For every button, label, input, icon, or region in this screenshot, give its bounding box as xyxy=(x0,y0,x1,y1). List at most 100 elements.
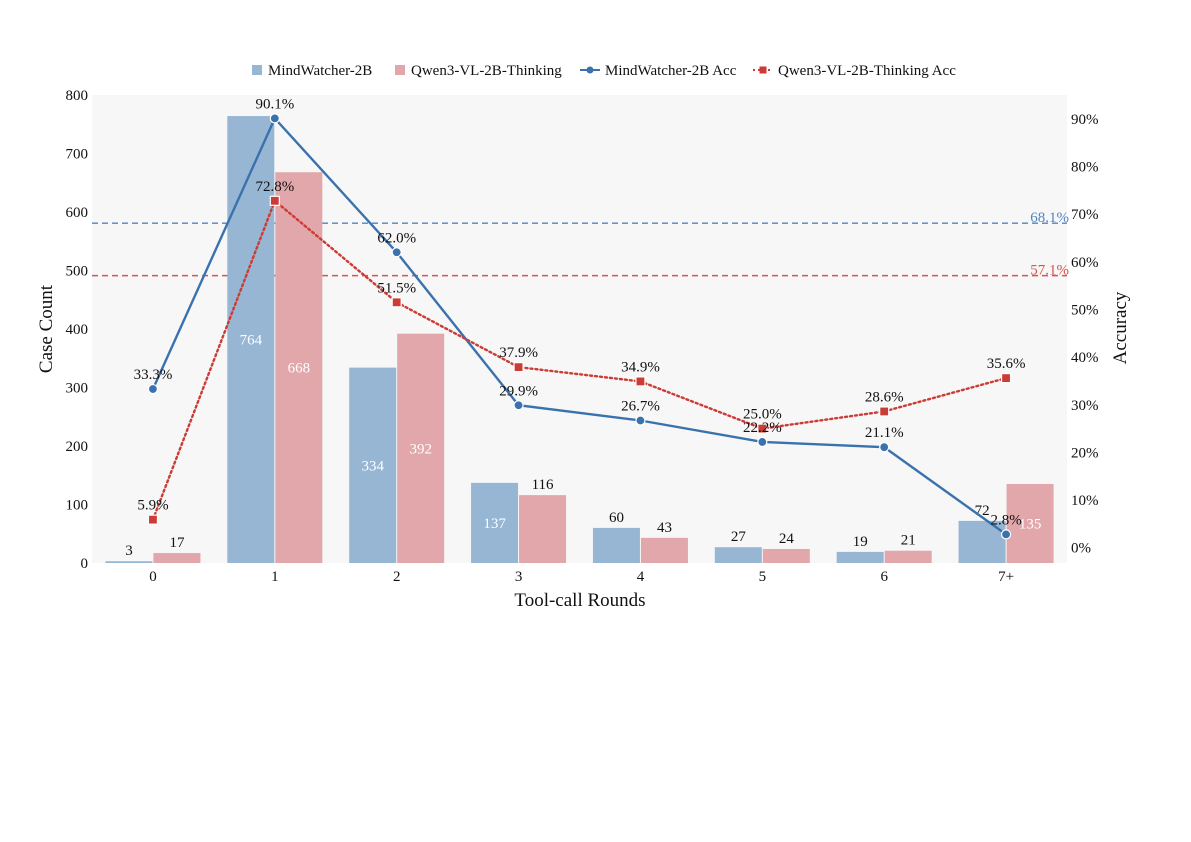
bar-mindwatcher-2 xyxy=(349,367,397,563)
qwen-accuracy-point-2 xyxy=(391,297,402,308)
x-tick-0: 0 xyxy=(149,569,157,585)
bar-qwen-3 xyxy=(519,495,567,563)
left-tick-8: 800 xyxy=(66,88,89,104)
bar-label-mindwatcher-0: 3 xyxy=(125,543,133,559)
bar-label-qwen-3: 116 xyxy=(532,477,554,493)
x-tick-4: 4 xyxy=(637,569,645,585)
bar-label-qwen-2: 392 xyxy=(409,441,432,457)
qwen-accuracy-line xyxy=(151,198,1008,521)
left-tick-7: 700 xyxy=(66,147,89,163)
qwen-accuracy-label-6: 28.6% xyxy=(865,389,904,405)
qwen-accuracy-label-0: 5.9% xyxy=(137,498,168,514)
bar-qwen-4 xyxy=(640,537,688,563)
right-y-axis: 0% 10% 20% 30% 40% 50% 60% 70% 80% 90% xyxy=(1071,112,1099,557)
bar-label-mindwatcher-1: 764 xyxy=(240,333,263,349)
qwen-accuracy-point-7 xyxy=(1000,372,1012,384)
bar-mindwatcher-4 xyxy=(592,527,640,563)
legend: MindWatcher-2B Qwen3-VL-2B-Thinking MindWa… xyxy=(252,63,956,79)
qwen-accuracy-point-3 xyxy=(513,362,524,373)
right-tick-4: 40% xyxy=(1071,350,1099,366)
right-y-axis-title: Accuracy xyxy=(1110,291,1131,364)
mindwatcher-accuracy-label-3: 29.9% xyxy=(499,383,538,399)
left-tick-3: 300 xyxy=(66,381,89,397)
mindwatcher-accuracy-label-7: 2.8% xyxy=(990,512,1021,528)
bar-label-mindwatcher-6: 19 xyxy=(853,534,868,550)
qwen-accuracy-point-6 xyxy=(879,406,890,417)
x-axis: 0 1 2 3 4 5 6 7+ xyxy=(149,569,1014,585)
mindwatcher-accuracy-label-2: 62.0% xyxy=(377,230,416,246)
accuracy-lines-layer xyxy=(147,113,1012,540)
bar-label-qwen-0: 17 xyxy=(169,535,185,551)
qwen-accuracy-label-3: 37.9% xyxy=(499,345,538,361)
reference-line-label-1: 57.1% xyxy=(1030,263,1069,279)
right-tick-1: 10% xyxy=(1071,493,1099,509)
bar-mindwatcher-0 xyxy=(105,561,153,563)
x-tick-6: 6 xyxy=(880,569,888,585)
legend-swatch-0 xyxy=(252,65,262,75)
right-tick-3: 30% xyxy=(1071,398,1099,414)
qwen-accuracy-label-2: 51.5% xyxy=(377,280,416,296)
qwen-accuracy-label-1: 72.8% xyxy=(255,179,294,195)
legend-label-0: MindWatcher-2B xyxy=(268,63,372,79)
right-tick-0: 0% xyxy=(1071,541,1091,557)
mindwatcher-accuracy-point-5 xyxy=(757,436,768,448)
bar-qwen-2 xyxy=(397,333,445,563)
mindwatcher-accuracy-point-2 xyxy=(391,247,402,258)
bar-qwen-1 xyxy=(275,172,323,563)
bar-mindwatcher-5 xyxy=(714,547,762,563)
qwen-accuracy-label-7: 35.6% xyxy=(987,356,1026,372)
x-axis-title: Tool-call Rounds xyxy=(514,590,645,611)
bar-label-mindwatcher-3: 137 xyxy=(483,516,506,532)
mindwatcher-accuracy-point-1 xyxy=(269,113,280,124)
mindwatcher-accuracy-label-6: 21.1% xyxy=(865,425,904,441)
bar-mindwatcher-6 xyxy=(836,551,884,563)
right-tick-8: 80% xyxy=(1071,159,1099,175)
x-tick-3: 3 xyxy=(515,569,523,585)
qwen-accuracy-label-5: 25.0% xyxy=(743,407,782,423)
qwen-accuracy-point-5 xyxy=(757,423,768,434)
x-tick-2: 2 xyxy=(393,569,401,585)
mindwatcher-accuracy-label-0: 33.3% xyxy=(134,367,173,383)
bar-label-mindwatcher-4: 60 xyxy=(609,510,624,526)
legend-label-2: MindWatcher-2B Acc xyxy=(605,63,737,79)
bar-label-mindwatcher-2: 334 xyxy=(361,458,384,474)
bar-label-qwen-4: 43 xyxy=(657,520,672,536)
right-tick-6: 60% xyxy=(1071,255,1099,271)
bar-label-qwen-5: 24 xyxy=(779,531,795,547)
mindwatcher-accuracy-label-4: 26.7% xyxy=(621,399,660,415)
mindwatcher-accuracy-label-1: 90.1% xyxy=(255,96,294,112)
left-tick-2: 200 xyxy=(66,439,89,455)
qwen-accuracy-point-4 xyxy=(635,376,646,387)
mindwatcher-accuracy-line xyxy=(151,116,1007,536)
bar-label-mindwatcher-5: 27 xyxy=(731,529,747,545)
bar-mindwatcher-3 xyxy=(471,482,519,563)
mindwatcher-accuracy-point-7 xyxy=(1000,529,1012,540)
qwen-accuracy-point-1 xyxy=(269,195,280,206)
bar-qwen-6 xyxy=(884,550,932,563)
qwen-accuracy-point-0 xyxy=(147,514,159,525)
left-y-axis: 0 100 200 300 400 500 600 700 800 xyxy=(66,88,89,572)
legend-marker-3 xyxy=(759,66,767,74)
bar-mindwatcher-1 xyxy=(227,116,275,563)
qwen-accuracy-label-4: 34.9% xyxy=(621,359,660,375)
mindwatcher-accuracy-point-4 xyxy=(635,415,646,426)
right-tick-5: 50% xyxy=(1071,302,1099,318)
mindwatcher-accuracy-point-6 xyxy=(879,442,890,453)
x-tick-7: 7+ xyxy=(998,569,1014,585)
legend-label-3: Qwen3-VL-2B-Thinking Acc xyxy=(778,63,956,79)
left-tick-0: 0 xyxy=(81,556,89,572)
legend-swatch-1 xyxy=(395,65,405,75)
mindwatcher-accuracy-point-0 xyxy=(147,383,159,395)
bar-qwen-7 xyxy=(1006,484,1054,563)
left-tick-6: 600 xyxy=(66,205,89,221)
x-tick-5: 5 xyxy=(759,569,767,585)
left-tick-5: 500 xyxy=(66,264,89,280)
legend-marker-2 xyxy=(586,66,594,74)
bar-qwen-0 xyxy=(153,553,201,563)
right-tick-9: 90% xyxy=(1071,112,1099,128)
bar-label-qwen-6: 21 xyxy=(901,533,916,549)
bar-label-qwen-1: 668 xyxy=(288,361,311,377)
bar-label-qwen-7: 135 xyxy=(1019,517,1042,533)
left-y-axis-title: Case Count xyxy=(36,284,57,373)
